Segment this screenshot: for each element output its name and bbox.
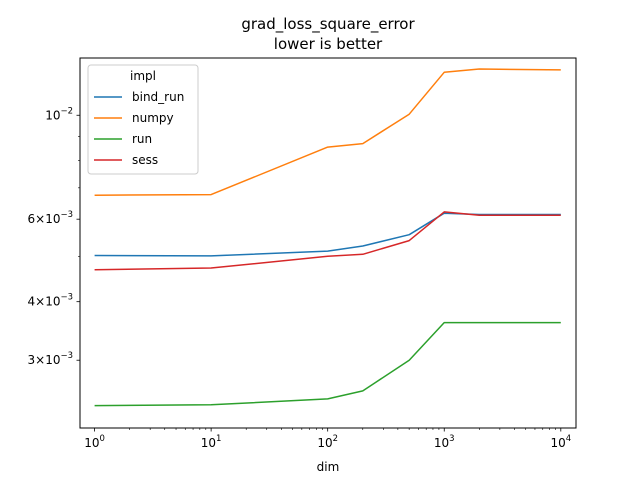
legend-label-bind_run: bind_run (132, 90, 184, 104)
x-tick-label: 104 (550, 434, 571, 450)
plot-lines (94, 68, 561, 407)
legend-label-numpy: numpy (132, 111, 174, 125)
chart-subtitle: lower is better (274, 35, 383, 53)
x-tick-label: 100 (84, 434, 105, 450)
series-line-bind_run (94, 212, 561, 257)
y-axis: 3×10−3 4×10−3 6×10−3 10−2 (28, 106, 80, 367)
y-tick-label: 3×10−3 (28, 351, 74, 367)
series-line-numpy (94, 68, 561, 196)
legend-title: impl (130, 69, 156, 83)
y-tick-label: 10−2 (45, 106, 73, 122)
series-line-sess (94, 211, 561, 271)
x-tick-label: 102 (317, 434, 338, 450)
series-line-run (94, 321, 561, 407)
x-tick-label: 103 (434, 434, 455, 450)
y-tick-label: 4×10−3 (28, 293, 74, 309)
x-axis-label: dim (317, 460, 340, 474)
x-tick-label: 101 (201, 434, 222, 450)
x-axis: 100 101 102 103 104 (84, 428, 571, 450)
legend-label-run: run (132, 132, 152, 146)
chart-title: grad_loss_square_error (241, 15, 415, 34)
legend-label-sess: sess (132, 153, 158, 167)
legend-box (87, 64, 199, 175)
y-tick-label: 6×10−3 (28, 210, 74, 226)
